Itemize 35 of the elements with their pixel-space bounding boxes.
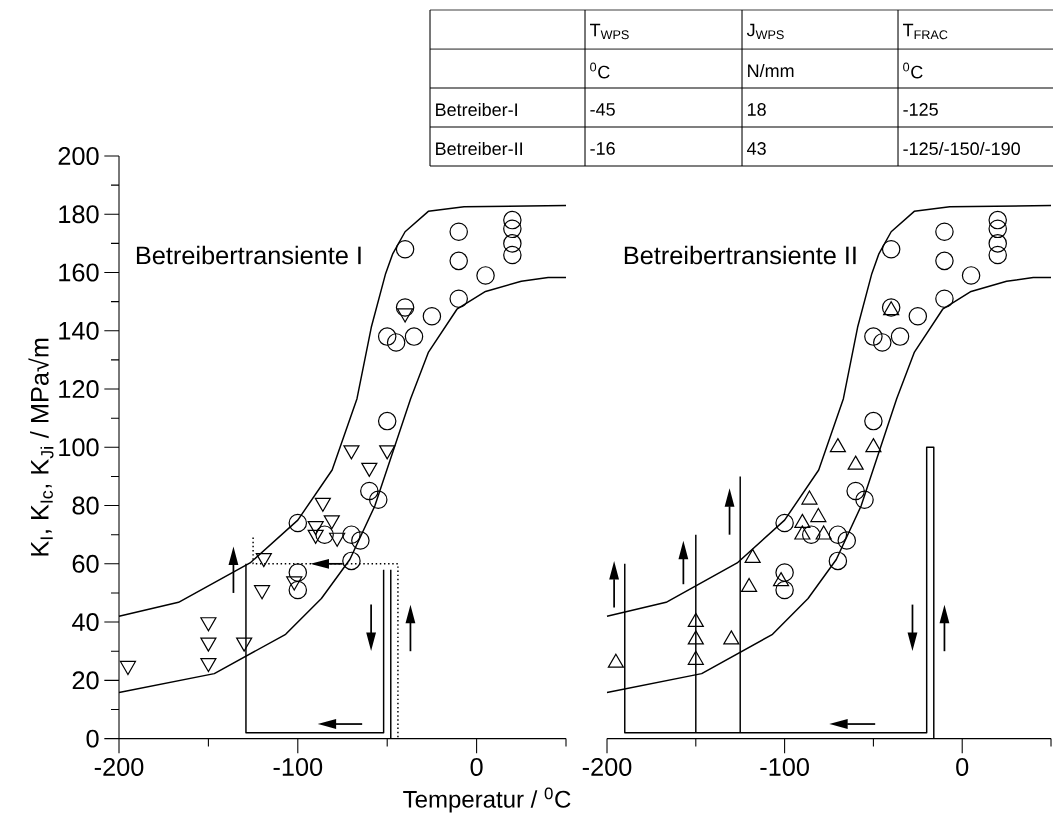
y-tick-label: 100 xyxy=(59,438,99,457)
annotation: Betreibertransiente I xyxy=(136,245,361,265)
x-tick-label: -100 xyxy=(273,757,323,776)
y-tick-label: 20 xyxy=(72,671,99,690)
text: -125 xyxy=(903,103,938,116)
text: $^{0}$C xyxy=(590,62,610,79)
text: 18 xyxy=(747,103,766,116)
text: 43 xyxy=(747,142,766,155)
y-tick-label: 180 xyxy=(59,205,99,224)
x-tick-label: -100 xyxy=(760,757,809,776)
text: T$_{WPS}$ xyxy=(590,23,629,40)
text: Betreiber-II xyxy=(436,141,522,156)
text: J$_{WPS}$ xyxy=(746,23,784,40)
y-tick-label: 40 xyxy=(72,613,99,632)
y-axis-title: K$_{I}$, K$_{Ic}$, K$_{Ji}$ / MPa√m xyxy=(28,338,54,556)
text: T$_{FRAC}$ xyxy=(903,23,948,40)
y-tick-label: 80 xyxy=(72,496,99,515)
y-tick-label: 60 xyxy=(72,554,99,573)
y-tick-label: 160 xyxy=(59,263,99,282)
text: $^{0}$C xyxy=(903,62,923,79)
text: -45 xyxy=(590,103,615,116)
annotation: Betreibertransiente II xyxy=(624,245,856,265)
x-tick-label: 0 xyxy=(956,757,969,776)
x-axis-title: Temperatur / $^{0}$C xyxy=(403,787,571,813)
x-tick-label: 0 xyxy=(470,757,483,776)
x-tick-label: -200 xyxy=(94,757,144,776)
text: N/mm xyxy=(748,63,794,78)
text: -125/-150/-190 xyxy=(903,141,1020,156)
y-tick-label: 200 xyxy=(58,147,99,165)
text: -16 xyxy=(590,142,615,155)
y-tick-label: 120 xyxy=(59,380,99,399)
y-tick-label: 0 xyxy=(86,729,99,748)
y-tick-label: 140 xyxy=(59,321,99,340)
x-tick-label: -200 xyxy=(582,757,632,776)
text: Betreiber-I xyxy=(436,102,517,117)
